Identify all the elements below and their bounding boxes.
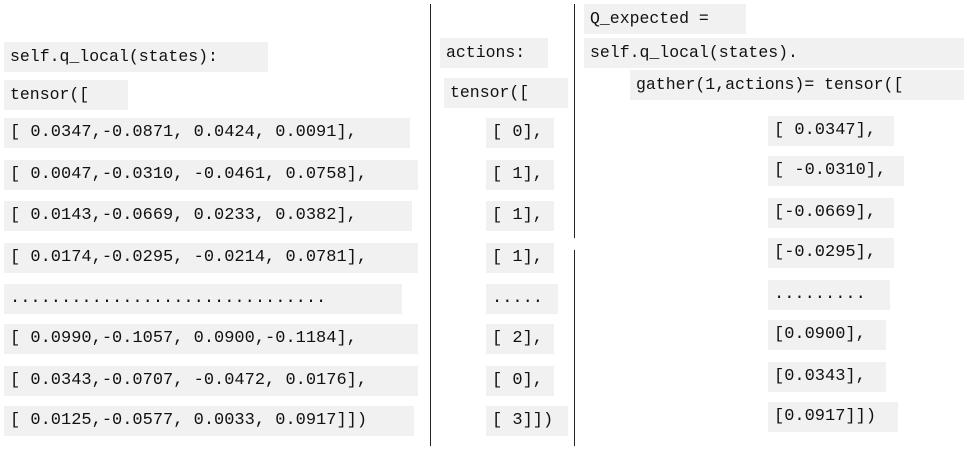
q-expected-row: [0.0917]]) (768, 402, 898, 432)
actions-tensor-open: tensor([ (444, 78, 568, 108)
divider-right-upper (574, 4, 575, 238)
actions-row: [ 1], (486, 160, 554, 190)
actions-row-ellipsis: ..... (486, 284, 558, 314)
states-row: [ 0.0125,-0.0577, 0.0033, 0.0917]]) (4, 406, 414, 436)
actions-row: [ 1], (486, 243, 554, 273)
actions-row: [ 2], (486, 324, 554, 354)
q-expected-expression: self.q_local(states). (584, 38, 964, 68)
states-tensor-open: tensor([ (4, 80, 128, 110)
actions-row: [ 0], (486, 118, 554, 148)
states-row: [ 0.0347,-0.0871, 0.0424, 0.0091], (4, 118, 410, 148)
states-row: [ 0.0143,-0.0669, 0.0233, 0.0382], (4, 201, 412, 231)
states-row: [ 0.0343,-0.0707, -0.0472, 0.0176], (4, 366, 418, 396)
states-row: [ 0.0990,-0.1057, 0.0900,-0.1184], (4, 324, 418, 354)
q-expected-row: [ 0.0347], (768, 116, 894, 146)
q-expected-row: [-0.0295], (768, 238, 894, 268)
states-row-ellipsis: ............................... (4, 284, 402, 314)
actions-row: [ 1], (486, 201, 554, 231)
divider-left (430, 4, 431, 446)
divider-right-lower (574, 250, 575, 446)
actions-header: actions: (440, 38, 548, 68)
actions-row: [ 0], (486, 366, 554, 396)
q-expected-row: [0.0900], (768, 320, 886, 350)
q-expected-row: [ -0.0310], (768, 156, 904, 186)
q-expected-row: [0.0343], (768, 362, 886, 392)
states-row: [ 0.0174,-0.0295, -0.0214, 0.0781], (4, 243, 418, 273)
q-expected-row-ellipsis: ......... (768, 280, 890, 310)
q-expected-gather: gather(1,actions)= tensor([ (630, 70, 964, 100)
q-expected-row: [-0.0669], (768, 198, 894, 228)
states-header: self.q_local(states): (4, 42, 268, 72)
q-expected-title: Q_expected = (584, 4, 746, 34)
states-row: [ 0.0047,-0.0310, -0.0461, 0.0758], (4, 160, 418, 190)
actions-row: [ 3]]) (486, 406, 568, 436)
